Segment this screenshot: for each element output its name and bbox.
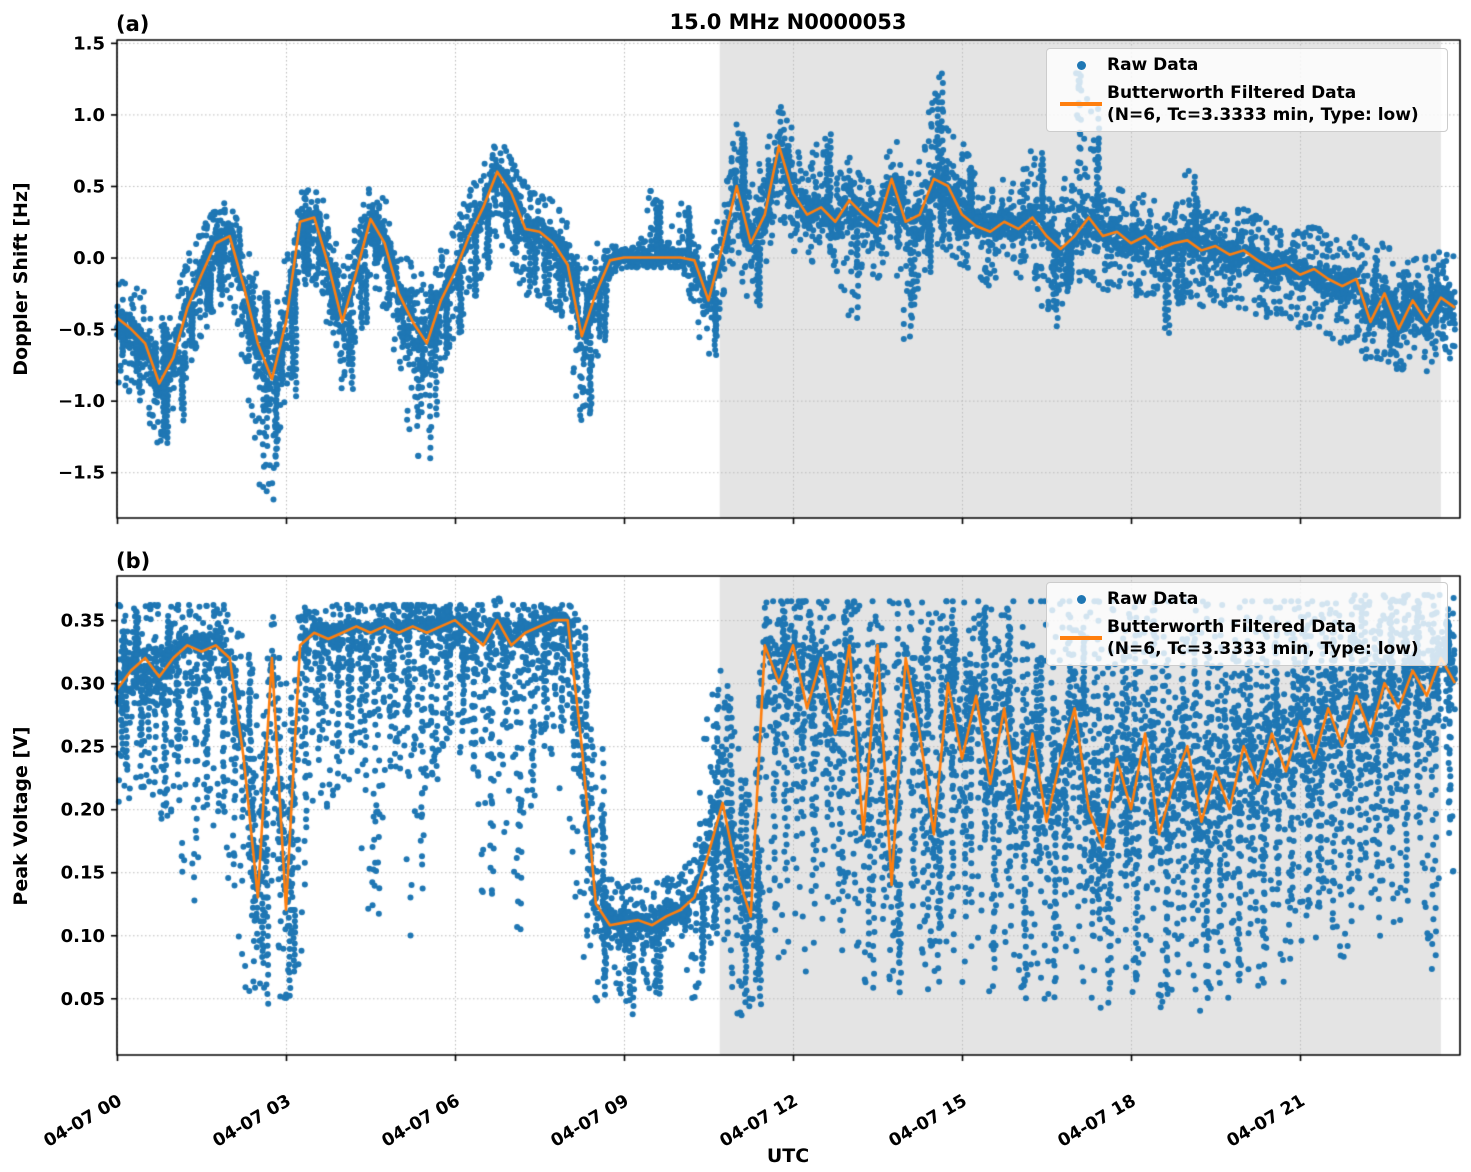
legend-raw-label: Raw Data	[1107, 589, 1199, 609]
raw-data-marker-icon	[1055, 60, 1107, 70]
legend-entry-filtered: Butterworth Filtered Data (N=6, Tc=3.333…	[1055, 616, 1437, 660]
legend-panel-a: Raw Data Butterworth Filtered Data (N=6,…	[1046, 48, 1448, 132]
filtered-line-marker-icon	[1055, 636, 1107, 640]
legend-filtered-line2: (N=6, Tc=3.3333 min, Type: low)	[1107, 638, 1419, 659]
legend-panel-b: Raw Data Butterworth Filtered Data (N=6,…	[1046, 582, 1448, 666]
legend-filtered-label: Butterworth Filtered Data (N=6, Tc=3.333…	[1107, 82, 1419, 126]
legend-filtered-line1: Butterworth Filtered Data	[1107, 82, 1357, 103]
legend-entry-raw: Raw Data	[1055, 54, 1437, 76]
raw-data-marker-icon	[1055, 594, 1107, 604]
legend-entry-raw: Raw Data	[1055, 588, 1437, 610]
legend-filtered-line1: Butterworth Filtered Data	[1107, 616, 1357, 637]
filtered-line-marker-icon	[1055, 102, 1107, 106]
legend-entry-filtered: Butterworth Filtered Data (N=6, Tc=3.333…	[1055, 82, 1437, 126]
legend-filtered-line2: (N=6, Tc=3.3333 min, Type: low)	[1107, 104, 1419, 125]
legend-raw-label: Raw Data	[1107, 55, 1199, 75]
legend-filtered-label: Butterworth Filtered Data (N=6, Tc=3.333…	[1107, 616, 1419, 660]
